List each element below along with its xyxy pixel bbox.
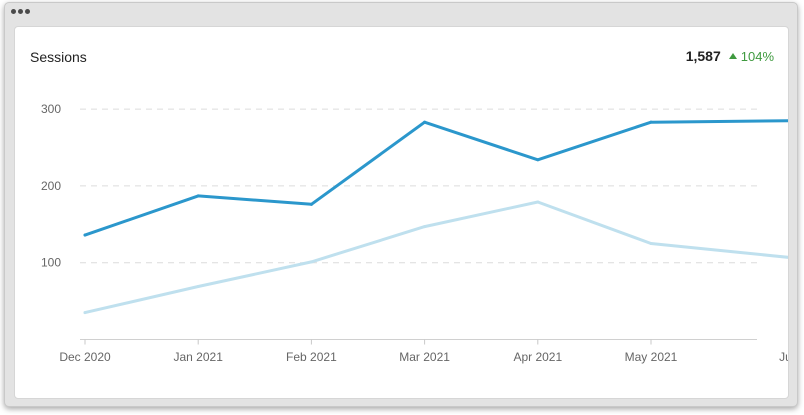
x-tick-label: Apr 2021 [513,350,562,364]
x-tick-label: Mar 2021 [399,350,450,364]
window-control-dot[interactable] [11,9,16,14]
x-tick-label: Jan 2021 [174,350,224,364]
sessions-total: 1,587 [685,48,721,64]
data-point [196,194,200,198]
data-point [83,311,87,315]
data-point [309,202,313,206]
data-point [649,120,653,124]
data-point [309,260,313,264]
data-point [423,120,427,124]
series-line [83,200,788,315]
window-control-dot[interactable] [18,9,23,14]
x-tick-label: Dec 2020 [59,350,111,364]
x-tick-label: Feb 2021 [286,350,337,364]
x-tick-label: Jun 2021 [779,350,788,364]
x-tick-label: May 2021 [625,350,678,364]
y-tick-label: 300 [41,102,61,116]
window-control-dot[interactable] [25,9,30,14]
data-point [536,200,540,204]
summary: 1,587 104% [686,48,774,64]
y-tick-label: 200 [41,179,61,193]
data-point [83,233,87,237]
sessions-line-chart: 100 200 300 Dec 2020 Jan 2021 Feb 2021 Mar 202… [41,102,788,364]
browser-window: Sessions 1,587 104% 100 200 300 Dec 2020 Jan… [4,2,798,407]
data-point [649,242,653,245]
data-point [196,285,200,289]
data-point [536,158,540,162]
sessions-change: 104% [740,48,774,64]
card-title: Sessions [30,49,87,65]
sessions-card: Sessions 1,587 104% 100 200 300 Dec 2020 Jan… [14,26,789,399]
series-line [83,119,788,237]
trend-up-icon [728,52,737,59]
window-titlebar [5,3,797,25]
data-point [423,225,427,229]
y-tick-label: 100 [41,256,61,270]
